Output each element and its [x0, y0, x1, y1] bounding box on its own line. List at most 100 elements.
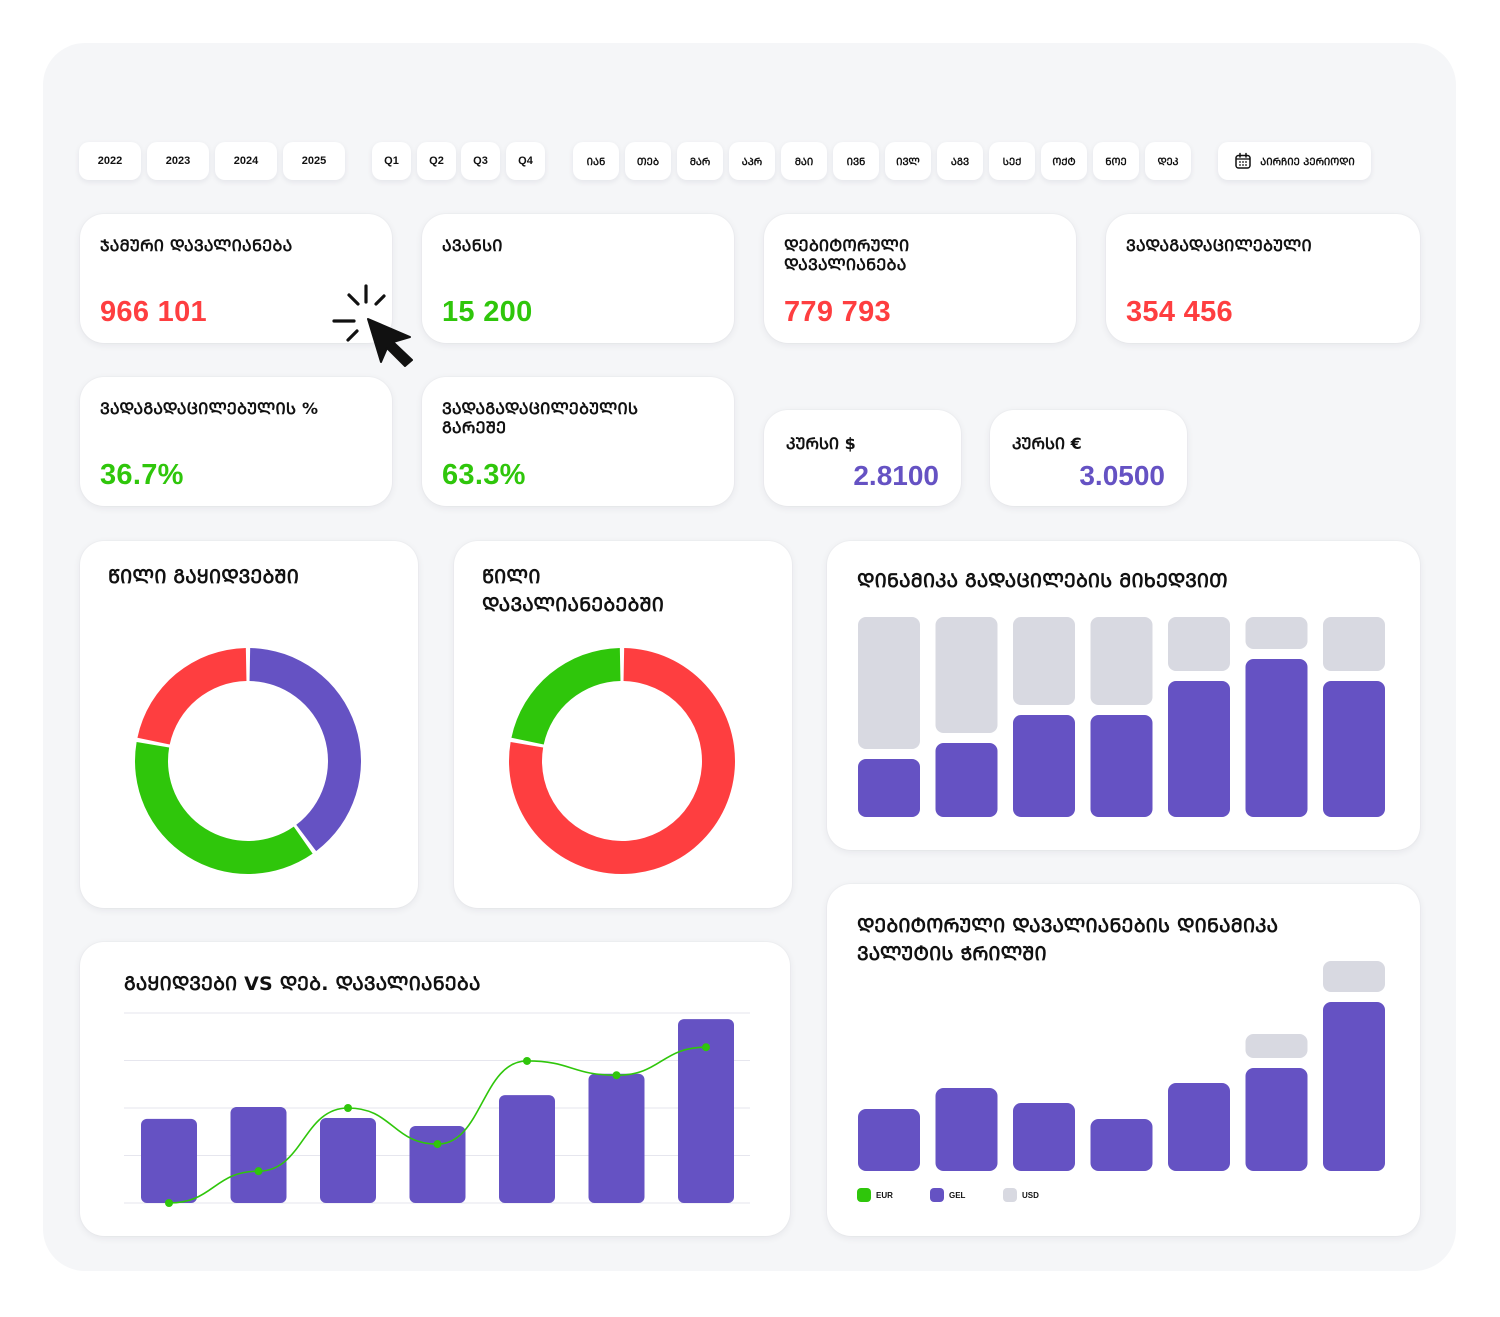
- sales-share-card: ᲬᲘᲚᲘ ᲒᲐᲧᲘᲓᲕᲔᲑᲨᲘ: [80, 541, 418, 908]
- bar-sales-6[interactable]: [678, 1019, 734, 1203]
- point-debt-5[interactable]: [612, 1071, 621, 1080]
- month-filter-dec[interactable]: ᲓᲔᲙ: [1145, 142, 1191, 180]
- kpi-label: ᲕᲐᲓᲐᲒᲐᲓᲐᲪᲘᲚᲔᲑᲣᲚᲘᲡ %: [100, 399, 319, 418]
- rate-value: 3.0500: [1079, 460, 1165, 491]
- bar-overdue-3[interactable]: [1090, 715, 1153, 817]
- legend-item-gel[interactable]: GEL: [930, 1188, 1003, 1202]
- kpi-value: 779 793: [784, 296, 891, 328]
- sales-vs-debt-card: ᲒᲐᲧᲘᲓᲕᲔᲑᲘ VS ᲓᲔᲑ. ᲓᲐᲕᲐᲚᲘᲐᲜᲔᲑᲐ: [80, 942, 790, 1236]
- quarter-filter-q2[interactable]: Q2: [417, 142, 456, 180]
- quarter-filter-q1[interactable]: Q1: [372, 142, 411, 180]
- overdue-dynamics-card: ᲓᲘᲜᲐᲛᲘᲙᲐ ᲒᲐᲓᲐᲪᲘᲚᲔᲑᲘᲡ ᲛᲘᲮᲔᲓᲕᲘᲗ: [827, 541, 1420, 850]
- bar-overdue-1[interactable]: [935, 743, 998, 817]
- bar-not-overdue-4[interactable]: [1168, 617, 1230, 671]
- kpi-card-not-overdue: ᲕᲐᲓᲐᲒᲐᲓᲐᲪᲘᲚᲔᲑᲣᲚᲘᲡ ᲒᲐᲠᲔᲨᲔ 63.3%: [422, 377, 734, 506]
- bar-gel-4[interactable]: [1168, 1083, 1230, 1171]
- legend-item-usd[interactable]: USD: [1003, 1188, 1076, 1202]
- bar-not-overdue-5[interactable]: [1245, 617, 1308, 649]
- kpi-label: ᲕᲐᲓᲐᲒᲐᲓᲐᲪᲘᲚᲔᲑᲣᲚᲘ: [1126, 236, 1312, 255]
- month-filter-oct[interactable]: ᲝᲥᲢ: [1041, 142, 1087, 180]
- point-debt-0[interactable]: [165, 1199, 173, 1207]
- chart-title: ᲬᲘᲚᲘ ᲒᲐᲧᲘᲓᲕᲔᲑᲨᲘ: [108, 566, 300, 588]
- bar-gel-1[interactable]: [935, 1088, 998, 1171]
- month-filter-sep[interactable]: ᲡᲔᲥ: [989, 142, 1035, 180]
- month-filter-feb[interactable]: ᲗᲔᲑ: [625, 142, 671, 180]
- month-filter-jan[interactable]: ᲘᲐᲜ: [573, 142, 619, 180]
- bar-sales-0[interactable]: [141, 1118, 197, 1203]
- rate-value: 2.8100: [853, 460, 939, 491]
- quarter-filter-q3[interactable]: Q3: [461, 142, 500, 180]
- point-debt-6[interactable]: [702, 1043, 710, 1052]
- bar-gel-5[interactable]: [1245, 1068, 1308, 1171]
- kpi-value: 354 456: [1126, 296, 1233, 328]
- year-filter-2022[interactable]: 2022: [79, 142, 141, 180]
- bar-sales-2[interactable]: [320, 1117, 376, 1203]
- year-filter-2023[interactable]: 2023: [147, 142, 209, 180]
- donut-slice-2[interactable]: [137, 648, 247, 745]
- kpi-card-total-debt: ᲯᲐᲛᲣᲠᲘ ᲓᲐᲕᲐᲚᲘᲐᲜᲔᲑᲐ 966 101: [80, 214, 392, 343]
- year-filter-2025[interactable]: 2025: [283, 142, 345, 180]
- bar-usd-5[interactable]: [1245, 1034, 1308, 1058]
- point-debt-3[interactable]: [433, 1140, 442, 1149]
- bar-gel-6[interactable]: [1323, 1002, 1385, 1171]
- bar-overdue-2[interactable]: [1013, 715, 1075, 817]
- bar-not-overdue-2[interactable]: [1013, 617, 1075, 705]
- month-filter-aug[interactable]: ᲐᲒᲕ: [937, 142, 983, 180]
- sales-share-donut: [135, 648, 361, 874]
- kpi-label: ᲐᲕᲐᲜᲡᲘ: [442, 236, 503, 255]
- month-filter-nov[interactable]: ᲜᲝᲔ: [1093, 142, 1139, 180]
- bar-not-overdue-0[interactable]: [858, 617, 920, 749]
- kpi-value: 63.3%: [442, 459, 526, 491]
- legend-label: EUR: [876, 1190, 893, 1200]
- debt-share-donut: [509, 648, 735, 874]
- kpi-value: 36.7%: [100, 459, 184, 491]
- kpi-label: ᲕᲐᲓᲐᲒᲐᲓᲐᲪᲘᲚᲔᲑᲣᲚᲘᲡ ᲒᲐᲠᲔᲨᲔ: [442, 399, 639, 437]
- bar-overdue-5[interactable]: [1245, 659, 1308, 817]
- bar-not-overdue-3[interactable]: [1090, 617, 1153, 705]
- point-debt-4[interactable]: [523, 1056, 531, 1065]
- bar-overdue-0[interactable]: [858, 759, 920, 817]
- kpi-card-overdue: ᲕᲐᲓᲐᲒᲐᲓᲐᲪᲘᲚᲔᲑᲣᲚᲘ 354 456: [1106, 214, 1420, 343]
- donut-slice-1[interactable]: [135, 741, 313, 874]
- chart-legend: EUR GEL USD: [857, 1188, 1076, 1202]
- quarter-filter-q4[interactable]: Q4: [506, 142, 545, 180]
- donut-slice-0[interactable]: [249, 648, 361, 852]
- click-cursor-icon: [332, 284, 413, 367]
- bar-gel-2[interactable]: [1013, 1103, 1075, 1171]
- month-filter-apr[interactable]: ᲐᲞᲠ: [729, 142, 775, 180]
- year-filter-2024[interactable]: 2024: [215, 142, 277, 180]
- legend-swatch: [930, 1188, 944, 1202]
- chart-title: ᲬᲘᲚᲘ ᲓᲐᲕᲐᲚᲘᲐᲜᲔᲑᲔᲑᲨᲘ: [482, 566, 665, 616]
- month-filter-jul[interactable]: ᲘᲕᲚ: [885, 142, 931, 180]
- month-filter-may[interactable]: ᲛᲐᲘ: [781, 142, 827, 180]
- bar-gel-3[interactable]: [1090, 1119, 1153, 1171]
- bar-sales-4[interactable]: [499, 1095, 555, 1203]
- legend-swatch: [857, 1188, 871, 1202]
- kpi-value: 15 200: [442, 296, 533, 328]
- bar-usd-6[interactable]: [1323, 961, 1385, 992]
- bar-not-overdue-1[interactable]: [935, 617, 998, 733]
- point-debt-2[interactable]: [344, 1104, 352, 1112]
- rate-card-usd: ᲙᲣᲠᲡᲘ $ 2.8100: [764, 410, 961, 506]
- kpi-card-receivables: ᲓᲔᲑᲘᲢᲝᲠᲣᲚᲘ ᲓᲐᲕᲐᲚᲘᲐᲜᲔᲑᲐ 779 793: [764, 214, 1076, 343]
- bar-gel-0[interactable]: [858, 1109, 920, 1171]
- kpi-label: ᲓᲔᲑᲘᲢᲝᲠᲣᲚᲘ ᲓᲐᲕᲐᲚᲘᲐᲜᲔᲑᲐ: [784, 236, 910, 274]
- debt-share-card: ᲬᲘᲚᲘ ᲓᲐᲕᲐᲚᲘᲐᲜᲔᲑᲔᲑᲨᲘ: [454, 541, 792, 908]
- donut-slice-1[interactable]: [511, 648, 621, 745]
- rate-label: ᲙᲣᲠᲡᲘ $: [786, 434, 856, 453]
- bar-sales-3[interactable]: [409, 1126, 466, 1203]
- overdue-dynamics-chart: [858, 617, 1385, 817]
- bar-sales-1[interactable]: [230, 1107, 287, 1203]
- rate-label: ᲙᲣᲠᲡᲘ €: [1012, 434, 1082, 453]
- bar-overdue-4[interactable]: [1168, 681, 1230, 817]
- month-filter-mar[interactable]: ᲛᲐᲠ: [677, 142, 723, 180]
- kpi-card-advance: ᲐᲕᲐᲜᲡᲘ 15 200: [422, 214, 734, 343]
- point-debt-1[interactable]: [254, 1167, 263, 1176]
- month-filter-jun[interactable]: ᲘᲕᲜ: [833, 142, 879, 180]
- bar-not-overdue-6[interactable]: [1323, 617, 1385, 671]
- legend-item-eur[interactable]: EUR: [857, 1188, 930, 1202]
- choose-period-button[interactable]: ᲐᲘᲠᲩᲘᲔ ᲞᲔᲠᲘᲝᲓᲘ: [1218, 142, 1371, 180]
- bar-sales-5[interactable]: [588, 1073, 645, 1203]
- sales-vs-debt-chart: [124, 1012, 750, 1207]
- bar-overdue-6[interactable]: [1323, 681, 1385, 817]
